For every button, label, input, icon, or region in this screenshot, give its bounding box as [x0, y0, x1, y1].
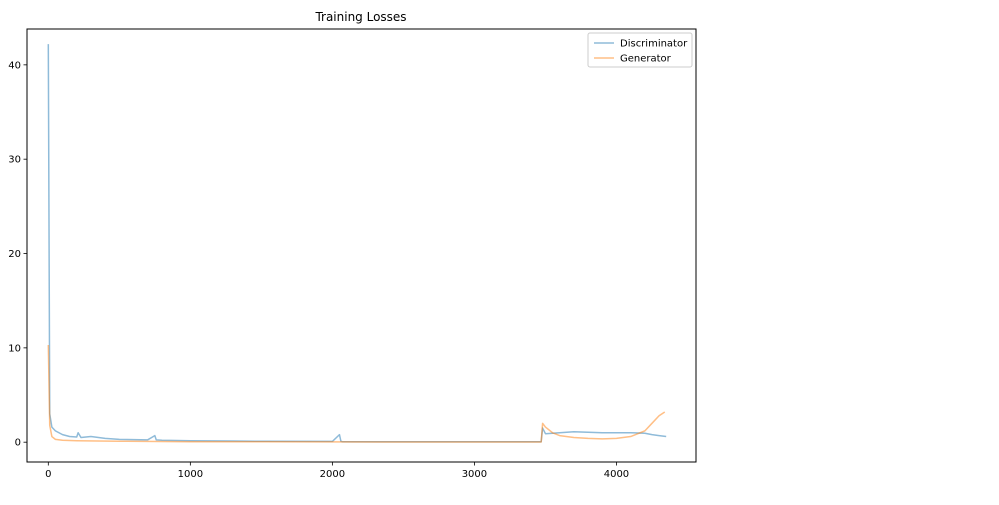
y-tick-label: 40: [8, 60, 21, 71]
series-line-generator: [47, 345, 666, 443]
y-tick-label: 20: [8, 249, 21, 260]
y-tick-label: 10: [8, 343, 21, 354]
plot-frame: [26, 28, 697, 463]
legend-label-generator: Generator: [620, 54, 672, 65]
x-tick-label: 4000: [604, 469, 629, 480]
x-tick-label: 2000: [320, 469, 345, 480]
legend: Discriminator Generator: [587, 32, 693, 68]
chart-title: Training Losses: [314, 10, 406, 24]
series-line-discriminator: [47, 44, 667, 443]
y-tick-label: 30: [8, 155, 21, 166]
y-axis: 0 10 20 30 40: [8, 60, 27, 449]
y-tick-label: 0: [15, 438, 21, 449]
x-axis: 0 1000 2000 3000 4000: [45, 462, 629, 480]
x-tick-label: 0: [45, 469, 51, 480]
x-tick-label: 1000: [178, 469, 203, 480]
x-tick-label: 3000: [462, 469, 487, 480]
legend-label-discriminator: Discriminator: [620, 39, 688, 50]
plot-area: [47, 44, 667, 443]
